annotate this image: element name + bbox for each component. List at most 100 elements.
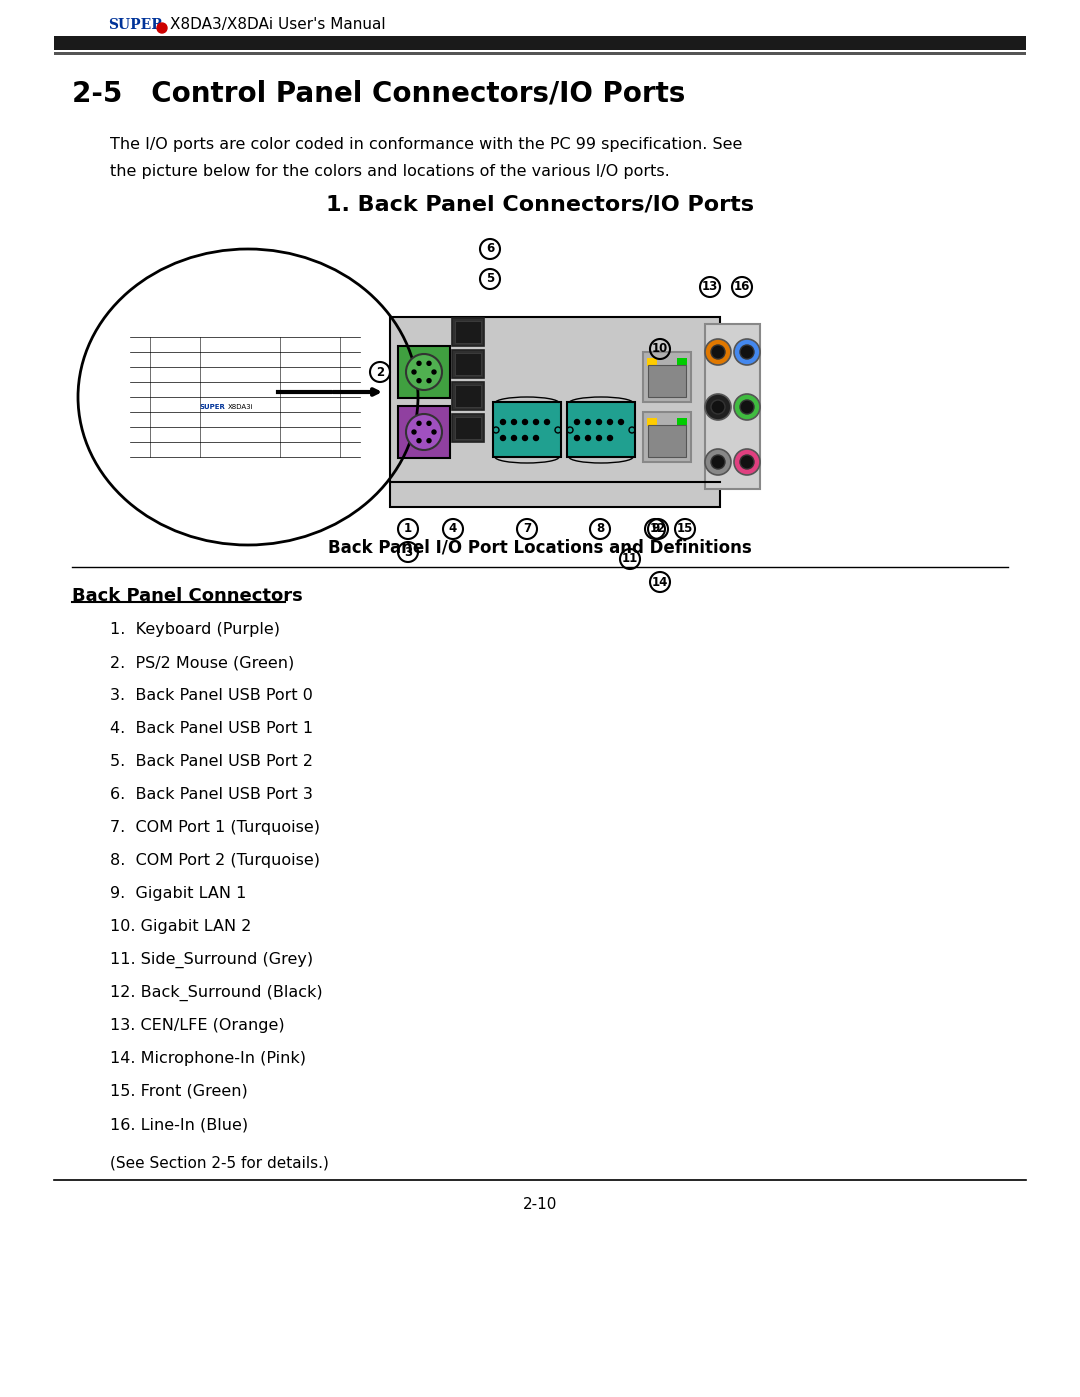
Text: 3: 3 — [404, 545, 413, 559]
Text: SUPER: SUPER — [108, 18, 163, 32]
Circle shape — [500, 419, 505, 425]
FancyBboxPatch shape — [648, 365, 686, 397]
Text: 14: 14 — [652, 576, 669, 588]
Text: 16: 16 — [733, 281, 751, 293]
Text: 10. Gigabit LAN 2: 10. Gigabit LAN 2 — [110, 919, 252, 935]
Circle shape — [740, 345, 754, 359]
Circle shape — [417, 362, 421, 366]
Text: X8DA3i: X8DA3i — [228, 404, 254, 409]
Text: the picture below for the colors and locations of the various I/O ports.: the picture below for the colors and loc… — [110, 163, 670, 179]
Text: 5: 5 — [486, 272, 495, 285]
Circle shape — [711, 345, 725, 359]
Circle shape — [607, 419, 612, 425]
Text: 9.  Gigabit LAN 1: 9. Gigabit LAN 1 — [110, 886, 246, 901]
Circle shape — [734, 339, 760, 365]
Text: 9: 9 — [651, 522, 659, 535]
FancyBboxPatch shape — [677, 358, 687, 366]
FancyBboxPatch shape — [54, 36, 1026, 50]
Text: 1.  Keyboard (Purple): 1. Keyboard (Purple) — [110, 622, 280, 637]
Circle shape — [417, 439, 421, 443]
Text: 5.  Back Panel USB Port 2: 5. Back Panel USB Port 2 — [110, 754, 313, 768]
Text: 12: 12 — [650, 522, 666, 535]
FancyBboxPatch shape — [648, 425, 686, 457]
Text: 6: 6 — [486, 243, 495, 256]
Circle shape — [427, 362, 431, 366]
Circle shape — [427, 422, 431, 425]
Circle shape — [585, 419, 591, 425]
Text: 4: 4 — [449, 522, 457, 535]
Circle shape — [512, 436, 516, 440]
FancyBboxPatch shape — [453, 351, 484, 379]
Circle shape — [523, 436, 527, 440]
Circle shape — [427, 439, 431, 443]
Circle shape — [607, 436, 612, 440]
Circle shape — [705, 394, 731, 420]
Circle shape — [705, 448, 731, 475]
Text: 11. Side_Surround (Grey): 11. Side_Surround (Grey) — [110, 951, 313, 968]
FancyBboxPatch shape — [643, 412, 691, 462]
FancyBboxPatch shape — [453, 381, 484, 409]
FancyBboxPatch shape — [455, 353, 481, 374]
Text: 4.  Back Panel USB Port 1: 4. Back Panel USB Port 1 — [110, 721, 313, 736]
Text: 12. Back_Surround (Black): 12. Back_Surround (Black) — [110, 985, 323, 1002]
Text: 11: 11 — [622, 552, 638, 566]
Text: Back Panel Connectors: Back Panel Connectors — [72, 587, 302, 605]
Circle shape — [534, 419, 539, 425]
Circle shape — [711, 455, 725, 469]
Circle shape — [406, 414, 442, 450]
Circle shape — [523, 419, 527, 425]
FancyBboxPatch shape — [647, 418, 657, 426]
Circle shape — [740, 455, 754, 469]
Circle shape — [432, 370, 436, 374]
Text: 1: 1 — [404, 522, 413, 535]
FancyBboxPatch shape — [705, 324, 760, 489]
Circle shape — [734, 448, 760, 475]
Circle shape — [534, 436, 539, 440]
Circle shape — [500, 436, 505, 440]
Circle shape — [432, 430, 436, 434]
Text: 7.  COM Port 1 (Turquoise): 7. COM Port 1 (Turquoise) — [110, 820, 320, 835]
Text: 15: 15 — [677, 522, 693, 535]
FancyBboxPatch shape — [453, 319, 484, 346]
Circle shape — [157, 22, 167, 34]
FancyBboxPatch shape — [390, 317, 720, 507]
Circle shape — [411, 370, 416, 374]
Circle shape — [427, 379, 431, 383]
Circle shape — [596, 419, 602, 425]
Circle shape — [411, 430, 416, 434]
Circle shape — [705, 339, 731, 365]
Circle shape — [575, 436, 580, 440]
Text: Back Panel I/O Port Locations and Definitions: Back Panel I/O Port Locations and Defini… — [328, 539, 752, 557]
Circle shape — [585, 436, 591, 440]
Text: 2.  PS/2 Mouse (Green): 2. PS/2 Mouse (Green) — [110, 655, 294, 671]
FancyBboxPatch shape — [399, 346, 450, 398]
Text: 1. Back Panel Connectors/IO Ports: 1. Back Panel Connectors/IO Ports — [326, 196, 754, 215]
Text: SUPER: SUPER — [200, 404, 226, 409]
Text: The I/O ports are color coded in conformance with the PC 99 specification. See: The I/O ports are color coded in conform… — [110, 137, 742, 152]
Text: 15. Front (Green): 15. Front (Green) — [110, 1084, 247, 1099]
Text: 2: 2 — [376, 366, 384, 379]
FancyBboxPatch shape — [54, 52, 1026, 54]
Circle shape — [734, 394, 760, 420]
Text: 2-5   Control Panel Connectors/IO Ports: 2-5 Control Panel Connectors/IO Ports — [72, 80, 686, 108]
Text: 6.  Back Panel USB Port 3: 6. Back Panel USB Port 3 — [110, 787, 313, 802]
Text: 8.  COM Port 2 (Turquoise): 8. COM Port 2 (Turquoise) — [110, 854, 320, 868]
FancyBboxPatch shape — [399, 407, 450, 458]
Text: 13. CEN/LFE (Orange): 13. CEN/LFE (Orange) — [110, 1018, 285, 1032]
Text: 7: 7 — [523, 522, 531, 535]
Circle shape — [417, 422, 421, 425]
Text: 8: 8 — [596, 522, 604, 535]
Circle shape — [619, 419, 623, 425]
FancyBboxPatch shape — [455, 386, 481, 407]
Text: 2-10: 2-10 — [523, 1197, 557, 1213]
FancyBboxPatch shape — [455, 416, 481, 439]
Text: 13: 13 — [702, 281, 718, 293]
Circle shape — [406, 353, 442, 390]
Circle shape — [417, 379, 421, 383]
Text: (See Section 2-5 for details.): (See Section 2-5 for details.) — [110, 1155, 329, 1171]
FancyBboxPatch shape — [453, 414, 484, 441]
Text: X8DA3/X8DAi User's Manual: X8DA3/X8DAi User's Manual — [170, 17, 386, 32]
Circle shape — [544, 419, 550, 425]
FancyBboxPatch shape — [567, 402, 635, 457]
Text: 14. Microphone-In (Pink): 14. Microphone-In (Pink) — [110, 1051, 306, 1066]
